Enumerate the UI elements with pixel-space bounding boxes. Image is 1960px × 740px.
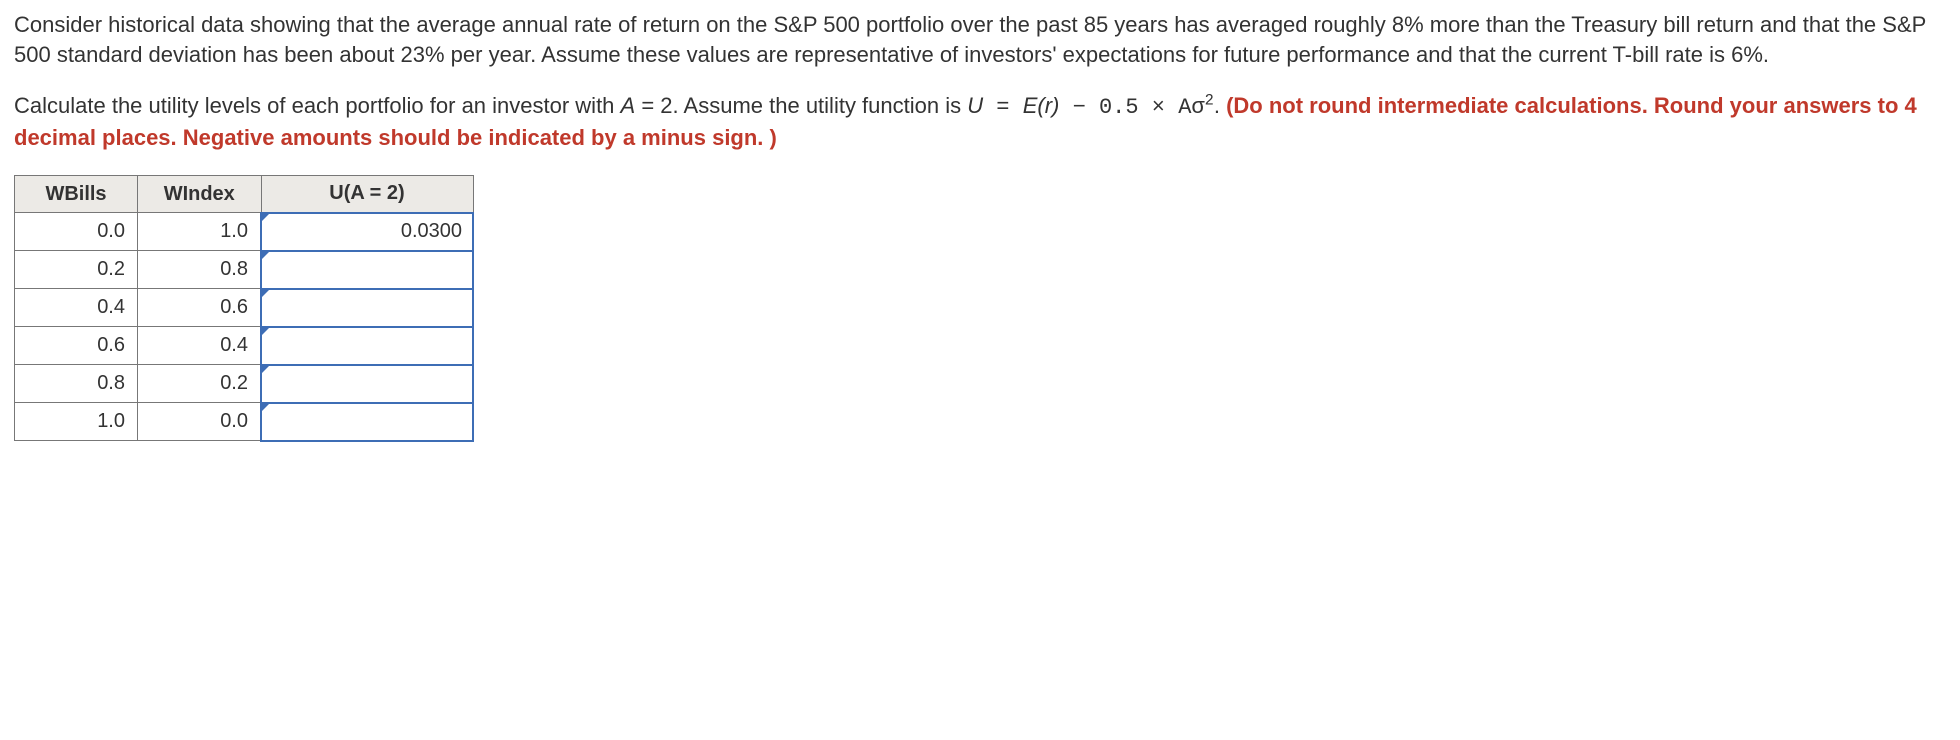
question-after-a: = 2. Assume the utility function is: [635, 93, 967, 118]
utility-input[interactable]: [261, 251, 473, 289]
utility-input[interactable]: 0.0300: [261, 213, 473, 251]
context-text: Consider historical data showing that th…: [14, 12, 1926, 67]
utility-input[interactable]: [261, 289, 473, 327]
formula-er: E(r): [1023, 93, 1060, 118]
formula-eq: =: [983, 95, 1023, 120]
cell-wbills: 0.2: [15, 251, 138, 289]
utility-input[interactable]: [261, 403, 473, 441]
input-marker-icon: [261, 327, 270, 336]
cell-windex: 0.4: [138, 327, 262, 365]
header-wbills: WBills: [15, 175, 138, 213]
variable-a: A: [621, 93, 636, 118]
table-row: 0.4 0.6: [15, 289, 474, 327]
cell-windex: 0.2: [138, 365, 262, 403]
header-utility: U(A = 2): [261, 175, 473, 213]
table-row: 0.6 0.4: [15, 327, 474, 365]
input-marker-icon: [261, 365, 270, 374]
question-paragraph: Calculate the utility levels of each por…: [14, 91, 1944, 152]
cell-wbills: 0.6: [15, 327, 138, 365]
formula-minus: − 0.5 × Aσ: [1059, 95, 1204, 120]
question-lead: Calculate the utility levels of each por…: [14, 93, 621, 118]
cell-wbills: 0.8: [15, 365, 138, 403]
header-windex: WIndex: [138, 175, 262, 213]
table-header-row: WBills WIndex U(A = 2): [15, 175, 474, 213]
cell-wbills: 1.0: [15, 403, 138, 441]
utility-table: WBills WIndex U(A = 2) 0.0 1.0 0.0300 0.…: [14, 175, 474, 442]
formula-u: U: [967, 93, 983, 118]
formula-sup: 2: [1205, 92, 1214, 110]
table-row: 0.8 0.2: [15, 365, 474, 403]
utility-value: 0.0300: [401, 220, 462, 242]
cell-windex: 0.0: [138, 403, 262, 441]
input-marker-icon: [261, 403, 270, 412]
utility-formula: U = E(r) − 0.5 × Aσ2: [967, 95, 1214, 120]
formula-dot: .: [1214, 93, 1226, 118]
cell-wbills: 0.4: [15, 289, 138, 327]
table-row: 0.0 1.0 0.0300: [15, 213, 474, 251]
cell-windex: 0.6: [138, 289, 262, 327]
table-row: 1.0 0.0: [15, 403, 474, 441]
input-marker-icon: [261, 289, 270, 298]
cell-wbills: 0.0: [15, 213, 138, 251]
input-marker-icon: [261, 251, 270, 260]
utility-input[interactable]: [261, 327, 473, 365]
cell-windex: 0.8: [138, 251, 262, 289]
context-paragraph: Consider historical data showing that th…: [14, 10, 1944, 69]
cell-windex: 1.0: [138, 213, 262, 251]
input-marker-icon: [261, 213, 270, 222]
table-row: 0.2 0.8: [15, 251, 474, 289]
utility-input[interactable]: [261, 365, 473, 403]
